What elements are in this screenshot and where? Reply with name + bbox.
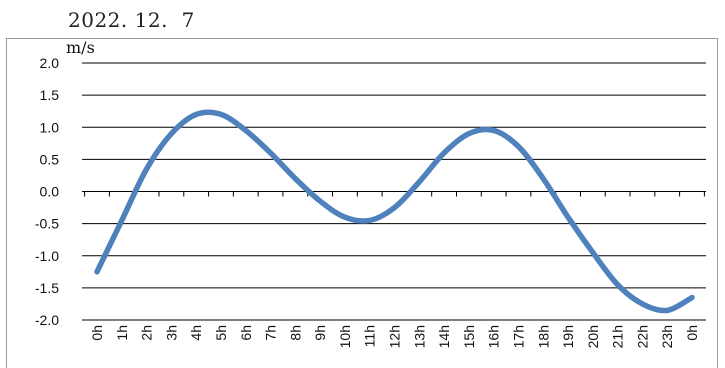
chart-date-title: 2022. 12. 7 xyxy=(68,8,195,32)
x-tick-label: 10h xyxy=(337,325,353,348)
x-axis-ticks: 0h 1h 2h 3h 4h 5h 6h 7h 8h 9h 10h 11h 12h 13h 14h 15h 16… xyxy=(89,325,700,348)
x-tick-label: 14h xyxy=(436,325,452,348)
x-tick-label: 9h xyxy=(312,325,328,341)
x-tick-label: 18h xyxy=(535,325,551,348)
series-line xyxy=(94,109,695,314)
x-tick-label: 23h xyxy=(659,325,675,348)
x-tick-label: 8h xyxy=(287,325,303,341)
y-tick-label: 0.0 xyxy=(40,184,60,200)
x-tick-label: 21h xyxy=(610,325,626,348)
x-tick-label: 5h xyxy=(213,325,229,341)
y-tick-label: 1.0 xyxy=(40,119,60,135)
x-tick-label: 4h xyxy=(188,325,204,341)
x-tick-label: 7h xyxy=(263,325,279,341)
x-tick-label: 12h xyxy=(387,325,403,348)
x-tick-label: 13h xyxy=(411,325,427,348)
y-tick-label: -1.5 xyxy=(35,280,59,296)
y-axis-unit-label: m/s xyxy=(66,38,95,57)
series-group xyxy=(94,109,695,314)
chart-frame xyxy=(6,38,718,368)
y-tick-label: -0.5 xyxy=(35,216,59,232)
grid-lines xyxy=(82,62,706,321)
x-tick-label: 22h xyxy=(634,325,650,348)
y-axis-ticks: 2.0 1.5 1.0 0.5 0.0 -0.5 -1.0 -1.5 -2.0 xyxy=(35,55,59,328)
x-tick-label: 20h xyxy=(585,325,601,348)
x-tick-label: 15h xyxy=(461,325,477,348)
x-axis xyxy=(82,191,706,197)
x-tick-label: 6h xyxy=(238,325,254,341)
y-tick-label: -1.0 xyxy=(35,248,59,264)
x-tick-label: 11h xyxy=(362,325,378,347)
x-tick-label: 19h xyxy=(560,325,576,348)
x-tick-label: 3h xyxy=(163,325,179,341)
y-tick-label: 2.0 xyxy=(40,55,60,71)
y-tick-label: 1.5 xyxy=(40,87,60,103)
x-tick-label: 17h xyxy=(510,325,526,348)
x-tick-label: 16h xyxy=(486,325,502,348)
x-tick-label: 0h xyxy=(89,325,105,341)
x-tick-label: 0h xyxy=(684,325,700,341)
y-tick-label: 0.5 xyxy=(40,151,60,167)
x-tick-label: 1h xyxy=(114,325,130,341)
x-tick-label: 2h xyxy=(139,325,155,341)
y-tick-label: -2.0 xyxy=(35,312,59,328)
